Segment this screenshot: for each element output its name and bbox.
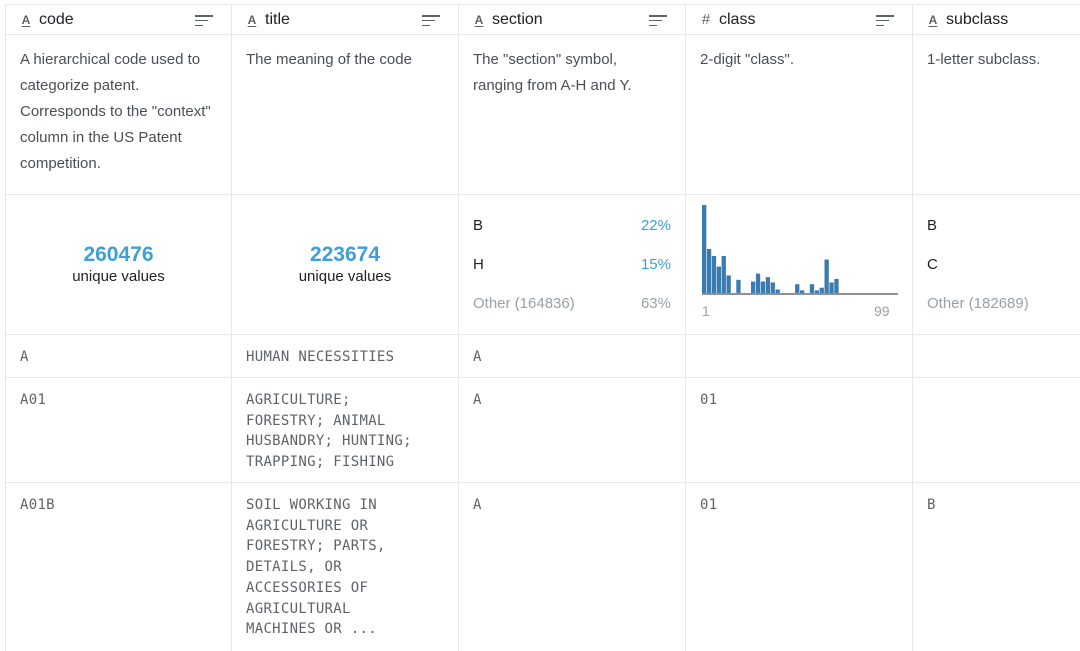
table-cell-code[interactable]: A01B	[6, 483, 232, 651]
sort-icon[interactable]	[649, 15, 667, 27]
table-cell-class[interactable]: 01	[686, 378, 913, 483]
unique-label: unique values	[72, 267, 165, 285]
table-cell-subclass[interactable]	[913, 335, 1080, 378]
distribution-other-label: Other (164836)	[473, 295, 575, 312]
distribution-row-other: Other (164836) 63%	[473, 295, 671, 312]
unique-count: 223674	[309, 242, 381, 266]
string-type-icon: A	[474, 12, 484, 27]
histogram-bar	[809, 284, 815, 293]
table-cell-section[interactable]: A	[459, 378, 686, 483]
histogram-bar	[775, 289, 780, 293]
table-cell-class[interactable]: 01	[686, 483, 913, 651]
data-table: A code A title A section # class A subcl…	[5, 4, 1080, 651]
table-cell-subclass[interactable]	[913, 378, 1080, 483]
column-header-class[interactable]: # class	[686, 5, 913, 35]
column-description: 2-digit "class".	[686, 35, 913, 195]
column-name: subclass	[946, 10, 1009, 28]
distribution-other-label: Other (182689)	[927, 295, 1029, 312]
distribution-percent: 15%	[640, 256, 671, 273]
histogram-bar	[800, 290, 805, 293]
distribution-value: H	[473, 256, 484, 273]
histogram-bar	[814, 290, 819, 293]
column-header-subclass[interactable]: A subclass	[913, 5, 1080, 35]
table-cell-section[interactable]: A	[459, 335, 686, 378]
sort-icon[interactable]	[195, 15, 213, 27]
table-cell-title[interactable]: AGRICULTURE; FORESTRY; ANIMAL HUSBANDRY;…	[232, 378, 459, 483]
unique-values-summary: 223674 unique values	[232, 195, 459, 335]
column-name: section	[492, 10, 543, 28]
table-cell-code[interactable]: A01	[6, 378, 232, 483]
histogram-bar	[834, 278, 839, 293]
string-type-icon: A	[928, 12, 938, 27]
table-cell-subclass[interactable]: B	[913, 483, 1080, 651]
histogram-bar	[829, 282, 834, 293]
column-header-section[interactable]: A section	[459, 5, 686, 35]
column-name: title	[265, 10, 290, 28]
column-header-title[interactable]: A title	[232, 5, 459, 35]
distribution-value: C	[927, 256, 938, 273]
value-distribution: B C Other (182689)	[913, 195, 1080, 335]
table-cell-code[interactable]: A	[6, 335, 232, 378]
column-description: A hierarchical code used to categorize p…	[6, 35, 232, 195]
histogram-bar	[706, 249, 712, 293]
value-distribution: B 22% H 15% Other (164836) 63%	[459, 195, 686, 335]
distribution-row: C	[927, 256, 1067, 273]
string-type-icon: A	[21, 12, 31, 27]
column-description: The "section" symbol, ranging from A-H a…	[459, 35, 686, 195]
table-cell-section[interactable]: A	[459, 483, 686, 651]
distribution-value: B	[473, 217, 484, 234]
histogram-bar	[711, 256, 717, 293]
histogram-bar	[795, 284, 800, 293]
distribution-percent: 22%	[640, 217, 671, 234]
column-description: The meaning of the code	[232, 35, 459, 195]
distribution-value: B	[927, 217, 938, 234]
histogram-min-label: 1	[702, 303, 710, 319]
column-description: 1-letter subclass.	[913, 35, 1080, 195]
distribution-other-percent: 63%	[640, 295, 671, 312]
unique-label: unique values	[298, 267, 392, 285]
histogram-max-label: 99	[874, 303, 890, 319]
unique-count: 260476	[83, 242, 154, 266]
string-type-icon: A	[247, 12, 257, 27]
histogram-bar	[716, 266, 721, 293]
histogram-bar	[755, 273, 761, 293]
histogram-bar	[765, 277, 770, 293]
histogram-bar	[702, 205, 707, 293]
histogram-chart	[702, 205, 898, 295]
histogram-bar	[751, 281, 756, 293]
table-cell-class[interactable]	[686, 335, 913, 378]
hash-type-icon: #	[701, 11, 711, 28]
histogram-bar	[760, 281, 766, 293]
distribution-row: B 22%	[473, 217, 671, 234]
histogram-bar	[819, 287, 824, 293]
histogram-bar	[726, 275, 731, 293]
distribution-row: B	[927, 217, 1067, 234]
column-name: class	[719, 10, 756, 28]
sort-icon[interactable]	[876, 15, 894, 27]
histogram-bar	[824, 259, 829, 293]
distribution-row: H 15%	[473, 256, 671, 273]
table-cell-title[interactable]: HUMAN NECESSITIES	[232, 335, 459, 378]
column-name: code	[39, 10, 74, 28]
distribution-row-other: Other (182689)	[927, 295, 1067, 312]
sort-icon[interactable]	[422, 15, 440, 27]
unique-values-summary: 260476 unique values	[6, 195, 232, 335]
histogram-bar	[721, 256, 726, 293]
column-header-code[interactable]: A code	[6, 5, 232, 35]
histogram-bar	[770, 282, 775, 293]
histogram-bar	[736, 279, 741, 293]
table-cell-title[interactable]: SOIL WORKING IN AGRICULTURE OR FORESTRY;…	[232, 483, 459, 651]
class-histogram-cell: 1 99	[686, 195, 913, 335]
